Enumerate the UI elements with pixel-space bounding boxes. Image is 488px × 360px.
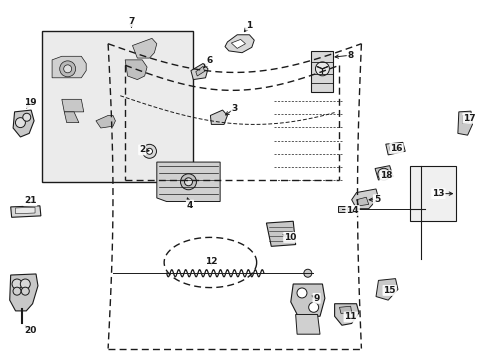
Text: 20: 20 bbox=[24, 326, 36, 335]
Circle shape bbox=[315, 62, 329, 76]
Polygon shape bbox=[125, 60, 147, 80]
Text: 3: 3 bbox=[231, 104, 237, 113]
Polygon shape bbox=[356, 197, 368, 206]
Text: 11: 11 bbox=[344, 312, 356, 321]
Polygon shape bbox=[190, 63, 207, 80]
Polygon shape bbox=[64, 112, 79, 123]
Text: 18: 18 bbox=[380, 171, 392, 180]
Bar bbox=[409, 166, 455, 221]
Text: 2: 2 bbox=[139, 145, 145, 154]
Circle shape bbox=[180, 174, 196, 190]
Polygon shape bbox=[351, 189, 378, 209]
Polygon shape bbox=[52, 56, 86, 78]
Circle shape bbox=[142, 144, 156, 158]
Text: 1: 1 bbox=[246, 21, 252, 30]
Circle shape bbox=[13, 287, 21, 295]
Text: 8: 8 bbox=[347, 51, 353, 60]
Polygon shape bbox=[385, 142, 405, 155]
Text: 21: 21 bbox=[24, 196, 36, 205]
Polygon shape bbox=[337, 206, 346, 212]
Text: 10: 10 bbox=[284, 233, 296, 242]
Circle shape bbox=[21, 287, 29, 295]
Polygon shape bbox=[13, 110, 34, 137]
Polygon shape bbox=[266, 221, 295, 246]
Circle shape bbox=[20, 279, 30, 289]
Polygon shape bbox=[210, 110, 227, 125]
Circle shape bbox=[389, 144, 399, 153]
Polygon shape bbox=[339, 306, 351, 314]
Polygon shape bbox=[231, 40, 245, 48]
Text: 12: 12 bbox=[204, 257, 217, 266]
Circle shape bbox=[60, 61, 76, 77]
Circle shape bbox=[308, 302, 318, 312]
Text: 9: 9 bbox=[313, 294, 319, 303]
Polygon shape bbox=[195, 66, 204, 76]
Polygon shape bbox=[334, 304, 358, 325]
Polygon shape bbox=[462, 115, 468, 123]
Text: 14: 14 bbox=[346, 206, 358, 215]
Polygon shape bbox=[132, 39, 157, 58]
Polygon shape bbox=[61, 99, 83, 112]
Polygon shape bbox=[224, 35, 254, 53]
Circle shape bbox=[296, 288, 306, 298]
Text: 6: 6 bbox=[206, 57, 212, 66]
Bar bbox=[311, 51, 333, 92]
Polygon shape bbox=[375, 279, 397, 300]
Text: 4: 4 bbox=[186, 201, 193, 210]
Text: 17: 17 bbox=[462, 114, 475, 123]
Polygon shape bbox=[157, 162, 220, 202]
Circle shape bbox=[63, 65, 72, 73]
Polygon shape bbox=[295, 315, 319, 334]
Polygon shape bbox=[290, 284, 324, 316]
Circle shape bbox=[184, 178, 192, 186]
Polygon shape bbox=[96, 116, 115, 128]
Text: 15: 15 bbox=[383, 286, 395, 295]
Polygon shape bbox=[457, 111, 471, 135]
Polygon shape bbox=[11, 206, 41, 217]
Polygon shape bbox=[374, 166, 392, 180]
Circle shape bbox=[146, 148, 152, 154]
Text: 19: 19 bbox=[24, 98, 37, 107]
Text: 5: 5 bbox=[373, 195, 379, 204]
Bar bbox=[42, 31, 193, 182]
Text: 7: 7 bbox=[128, 17, 134, 26]
Text: 13: 13 bbox=[431, 189, 444, 198]
Circle shape bbox=[16, 118, 25, 127]
Circle shape bbox=[377, 168, 389, 180]
Circle shape bbox=[12, 279, 22, 289]
Circle shape bbox=[23, 113, 31, 121]
Polygon shape bbox=[10, 274, 38, 311]
Text: 16: 16 bbox=[389, 144, 402, 153]
Circle shape bbox=[303, 269, 311, 277]
Polygon shape bbox=[16, 207, 35, 214]
